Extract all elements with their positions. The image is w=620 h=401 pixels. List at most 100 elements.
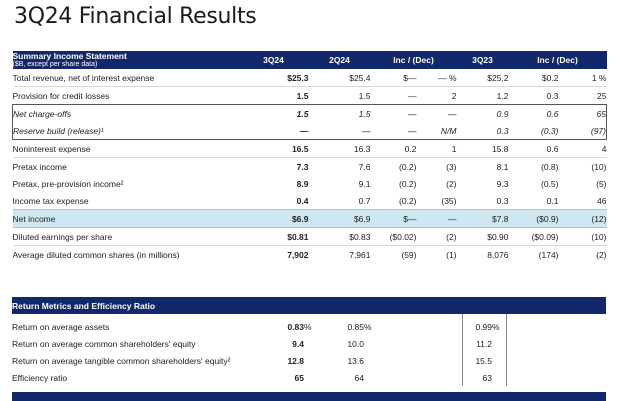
value-2q24: 7.6 <box>358 161 371 172</box>
value-3q24: 9.4 <box>292 338 304 349</box>
income-table-subtitle: ($B, except per share data) <box>12 61 98 68</box>
row-label: Reserve build (release)¹ <box>12 122 239 140</box>
value-qoq-pct: — <box>416 104 457 122</box>
unit-2q24 <box>364 335 378 352</box>
value-qoq-change: — <box>408 90 417 101</box>
value-3q24: 0.4 <box>296 195 309 206</box>
value-yoy-change: ($0.9) <box>508 209 559 228</box>
value-3q24: 16.5 <box>238 139 309 158</box>
row-label: Return on average assets <box>12 321 110 332</box>
value-3q23: 11.2 <box>476 338 492 349</box>
value-2q24: 1.5 <box>358 90 371 101</box>
table-row: Return on average assets 0.83 % 0.85 % 0… <box>12 318 607 335</box>
value-3q23: 0.99 <box>475 321 492 332</box>
value-3q23: 0.3 <box>456 122 509 140</box>
value-qoq-change: (0.2) <box>399 195 417 206</box>
value-yoy-change: 0.6 <box>508 104 559 122</box>
value-yoy-pct: 4 <box>558 139 607 158</box>
value-yoy-pct: (10) <box>591 161 607 172</box>
unit-2q24 <box>364 369 378 386</box>
value-2q24: 13.6 <box>347 355 364 366</box>
table-row: Pretax, pre-provision income² 8.9 9.1 (0… <box>13 175 607 192</box>
value-2q24: — <box>308 122 371 140</box>
col-inc-dec-yoy: Inc / (Dec) <box>508 51 607 69</box>
value-qoq-pct: — % <box>416 69 457 87</box>
value-3q24: 1.5 <box>296 90 309 101</box>
page-title: 3Q24 Financial Results <box>14 4 257 29</box>
row-label: Pretax, pre-provision income² <box>12 178 124 189</box>
value-3q24: $25.3 <box>238 69 309 87</box>
unit-3q23 <box>492 352 506 369</box>
value-2q24: 64 <box>354 372 364 383</box>
value-yoy-pct: 1 % <box>558 69 607 87</box>
table-row: Reserve build (release)¹ — — — N/M 0.3 (… <box>12 122 607 140</box>
value-2q24: $25.4 <box>308 69 371 87</box>
value-3q23: 8.1 <box>496 161 509 172</box>
value-qoq-pct: — <box>416 209 457 228</box>
value-3q23: $0.90 <box>456 227 509 246</box>
table-row: Income tax expense 0.4 0.7 (0.2) (35) 0.… <box>13 192 607 210</box>
value-yoy-pct: 46 <box>597 195 607 206</box>
value-3q23: 15.5 <box>475 355 492 366</box>
value-2q24: 1.5 <box>308 104 371 122</box>
table-row: Provision for credit losses 1.5 1.5 — 2 … <box>13 87 607 105</box>
value-yoy-change: 0.1 <box>546 195 559 206</box>
row-label: Income tax expense <box>12 195 89 206</box>
unit-3q23: % <box>492 321 500 332</box>
row-label: Net income <box>12 209 239 228</box>
value-qoq-pct: (2) <box>446 178 457 189</box>
unit-3q24 <box>304 335 318 352</box>
row-label: Pretax income <box>12 161 67 172</box>
value-3q23: 1.2 <box>496 90 509 101</box>
value-qoq-change: ($0.02) <box>370 227 417 246</box>
value-3q23: 15.8 <box>456 139 509 158</box>
value-3q24: 7.3 <box>296 161 309 172</box>
unit-2q24 <box>364 352 378 369</box>
value-3q23: 0.3 <box>496 195 509 206</box>
value-qoq-pct: 1 <box>416 139 457 158</box>
value-3q23: $25.2 <box>456 69 509 87</box>
income-table-header: Summary Income Statement ($B, except per… <box>12 51 607 69</box>
value-3q24: $0.81 <box>238 227 309 246</box>
row-label: Efficiency ratio <box>12 372 68 383</box>
col-3q24: 3Q24 <box>238 51 309 69</box>
unit-3q24: % <box>304 321 312 332</box>
table-row: Pretax income 7.3 7.6 (0.2) (3) 8.1 (0.8… <box>13 158 607 176</box>
returns-table-title: Return Metrics and Efficiency Ratio <box>12 297 607 314</box>
value-3q23: 9.3 <box>496 178 509 189</box>
value-3q24: 0.83 <box>287 321 304 332</box>
col-inc-dec-qoq: Inc / (Dec) <box>370 51 457 69</box>
row-label: Total revenue, net of interest expense <box>12 69 239 87</box>
value-yoy-change: (174) <box>538 249 559 260</box>
value-3q23: 0.9 <box>456 104 509 122</box>
value-2q24: 16.3 <box>308 139 371 158</box>
table-row: Average diluted common shares (in millio… <box>13 246 607 264</box>
value-2q24: 7,961 <box>349 249 371 260</box>
row-label: Return on average common shareholders' e… <box>12 338 196 349</box>
value-qoq-change: $— <box>370 209 417 228</box>
value-yoy-change: ($0.09) <box>508 227 559 246</box>
value-yoy-pct: (97) <box>558 122 607 140</box>
value-2q24: 0.7 <box>358 195 371 206</box>
value-3q24: 65 <box>294 372 304 383</box>
value-3q24: — <box>238 122 309 140</box>
row-label: Provision for credit losses <box>12 90 110 101</box>
value-qoq-change: 0.2 <box>370 139 417 158</box>
unit-2q24: % <box>364 321 372 332</box>
value-qoq-pct: 2 <box>451 90 457 101</box>
value-qoq-pct: (35) <box>441 195 457 206</box>
bottom-bar <box>12 392 606 401</box>
value-3q23: 63 <box>482 372 492 383</box>
value-qoq-change: (59) <box>401 249 417 260</box>
table-row: Net income $6.9 $6.9 $— — $7.8 ($0.9) (1… <box>12 209 607 228</box>
value-2q24: 10.0 <box>347 338 364 349</box>
value-yoy-pct: (12) <box>558 209 607 228</box>
value-yoy-change: 0.6 <box>508 139 559 158</box>
value-2q24: 0.85 <box>347 321 364 332</box>
table-row: Noninterest expense 16.5 16.3 0.2 1 15.8… <box>12 139 607 158</box>
table-row: Net charge-offs 1.5 1.5 — — 0.9 0.6 65 <box>12 104 607 122</box>
value-3q24: $6.9 <box>238 209 309 228</box>
value-yoy-change: (0.5) <box>541 178 559 189</box>
col-3q23: 3Q23 <box>456 51 509 69</box>
unit-3q23 <box>492 369 506 386</box>
